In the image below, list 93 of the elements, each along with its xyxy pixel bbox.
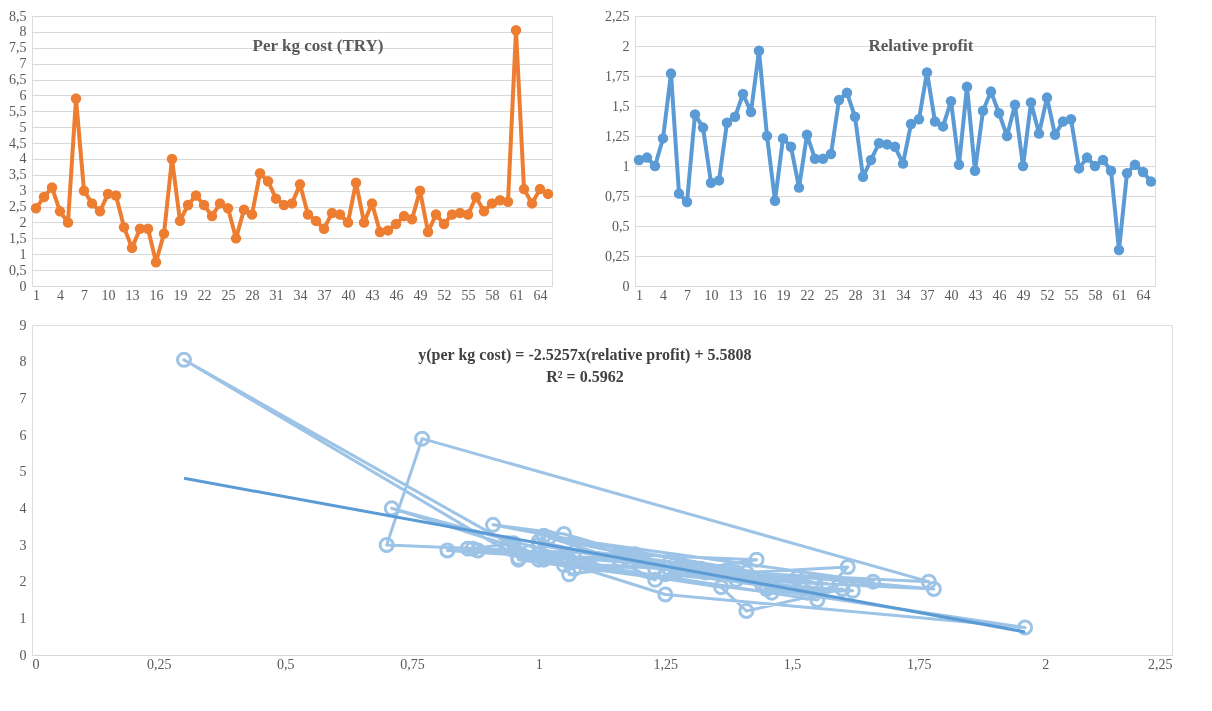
x-tick-label: 0,25 (146, 656, 172, 672)
y-tick-label: 6 (19, 427, 27, 443)
x-tick-label: 49 (413, 287, 428, 303)
x-tick-label: 34 (293, 287, 308, 303)
y-tick-label: 1,75 (605, 68, 630, 84)
x-tick-label: 1 (636, 287, 643, 303)
x-tick-label: 64 (1136, 287, 1151, 303)
y-tick-label: 5,5 (9, 103, 27, 119)
x-tick-label: 46 (992, 287, 1007, 303)
y-tick-label: 5 (19, 119, 27, 135)
x-tick-label: 0,5 (277, 656, 295, 672)
x-tick-label: 61 (1112, 287, 1127, 303)
x-tick-label: 49 (1016, 287, 1031, 303)
x-tick-label: 13 (728, 287, 743, 303)
y-tick-label: 2,5 (9, 199, 27, 215)
x-tick-label: 58 (1088, 287, 1103, 303)
x-tick-label: 64 (533, 287, 548, 303)
annotation: R² = 0.5962 (546, 368, 624, 385)
y-tick-label: 1,5 (9, 230, 27, 246)
x-tick-label: 46 (389, 287, 404, 303)
x-tick-label: 28 (848, 287, 863, 303)
x-tick-label: 28 (245, 287, 260, 303)
x-tick-label: 31 (269, 287, 284, 303)
x-tick-label: 4 (57, 287, 64, 303)
x-tick-label: 2,25 (1148, 656, 1173, 672)
x-tick-label: 4 (660, 287, 667, 303)
x-tick-label: 19 (776, 287, 791, 303)
y-tick-label: 7 (19, 56, 27, 72)
y-tick-label: 0,5 (612, 218, 630, 234)
y-tick-label: 4 (19, 500, 27, 516)
text: Relative profit (868, 36, 974, 55)
y-tick-label: 1 (19, 610, 27, 626)
y-tick-label: 6,5 (9, 72, 27, 88)
x-tick-label: 7 (81, 287, 88, 303)
x-tick-label: 16 (149, 287, 164, 303)
y-tick-label: 8 (19, 24, 27, 40)
x-tick-label: 25 (221, 287, 236, 303)
x-tick-label: 55 (461, 287, 476, 303)
x-tick-label: 2 (1042, 656, 1050, 672)
x-tick-label: 10 (704, 287, 719, 303)
y-tick-label: 4,5 (9, 135, 27, 151)
y-tick-label: 0,25 (605, 248, 630, 264)
x-tick-label: 58 (485, 287, 500, 303)
x-tick-label: 1 (535, 656, 543, 672)
y-tick-label: 1,25 (605, 128, 630, 144)
x-tick-label: 22 (197, 287, 212, 303)
x-tick-label: 31 (872, 287, 887, 303)
x-tick-label: 37 (317, 287, 332, 303)
y-tick-label: 6 (19, 87, 27, 103)
y-tick-label: 1,5 (612, 98, 630, 114)
y-tick-label: 8 (19, 354, 27, 370)
y-tick-label: 2 (622, 38, 630, 54)
annotation: y(per kg cost) = -2.5257x(relative profit) + 5.5808 (418, 346, 752, 364)
y-tick-label: 2 (19, 574, 27, 590)
y-tick-label: 1 (622, 158, 630, 174)
x-tick-label: 37 (920, 287, 935, 303)
y-tick-label: 7 (19, 390, 27, 406)
y-tick-label: 2 (19, 214, 27, 230)
y-tick-label: 0,5 (9, 262, 27, 278)
y-tick-label: 3 (19, 183, 27, 199)
text: Per kg cost (TRY) (252, 36, 384, 55)
x-tick-label: 1,25 (653, 656, 679, 672)
x-tick-label: 52 (1040, 287, 1055, 303)
x-tick-label: 7 (684, 287, 691, 303)
x-tick-label: 55 (1064, 287, 1079, 303)
y-tick-label: 3 (19, 537, 27, 553)
x-tick-label: 1 (33, 287, 40, 303)
x-tick-label: 0,75 (400, 656, 425, 672)
x-tick-label: 16 (752, 287, 767, 303)
y-tick-label: 5 (19, 464, 27, 480)
y-tick-label: 4 (19, 151, 27, 167)
y-tick-label: 3,5 (9, 167, 27, 183)
x-tick-label: 34 (896, 287, 911, 303)
x-tick-label: 61 (509, 287, 524, 303)
x-tick-label: 1,75 (906, 656, 932, 672)
x-tick-label: 40 (944, 287, 959, 303)
y-tick-label: 1 (19, 246, 27, 262)
x-tick-label: 19 (173, 287, 188, 303)
x-tick-label: 43 (365, 287, 380, 303)
y-tick-label: 7,5 (9, 40, 27, 56)
x-tick-label: 0 (32, 656, 40, 672)
y-tick-label: 9 (19, 317, 27, 333)
y-tick-label: 0,75 (605, 188, 630, 204)
x-tick-label: 22 (800, 287, 815, 303)
x-tick-label: 13 (125, 287, 140, 303)
x-tick-label: 40 (341, 287, 356, 303)
x-tick-label: 52 (437, 287, 452, 303)
x-tick-label: 1,5 (783, 656, 802, 672)
x-tick-label: 43 (968, 287, 983, 303)
y-tick-label: 2,25 (605, 8, 630, 24)
x-tick-label: 10 (101, 287, 116, 303)
x-tick-label: 25 (824, 287, 839, 303)
y-tick-label: 8,5 (9, 8, 27, 24)
